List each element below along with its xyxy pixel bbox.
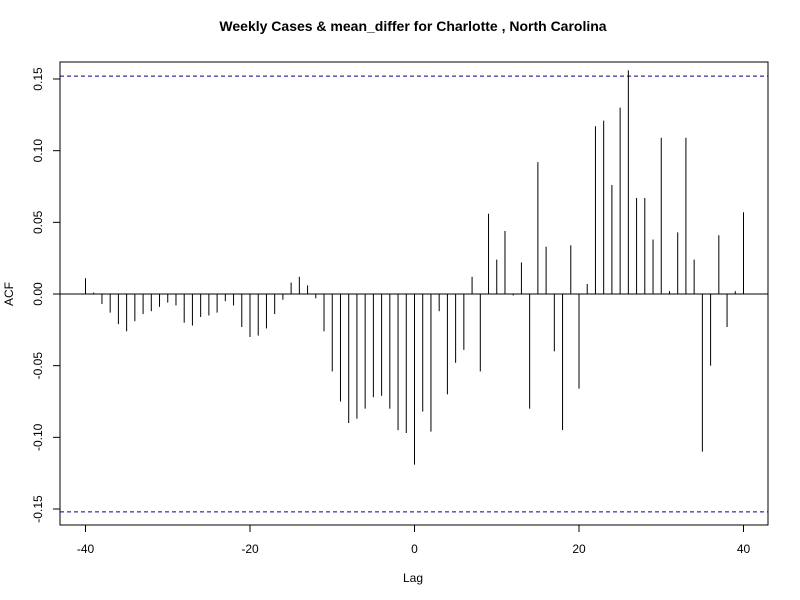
y-axis-label: ACF [2, 282, 16, 306]
y-tick-label: 0.00 [31, 282, 45, 306]
y-tick-label: -0.10 [31, 423, 45, 451]
x-tick-label: 0 [411, 542, 418, 556]
y-axis: -0.15 -0.10 -0.05 0.00 0.05 0.10 0.15 [31, 67, 60, 523]
x-tick-label: 20 [572, 542, 586, 556]
x-axis: -40 -20 0 20 40 [77, 525, 751, 556]
x-axis-label: Lag [403, 571, 423, 585]
y-tick-label: 0.15 [31, 67, 45, 91]
y-tick-label: -0.15 [31, 495, 45, 523]
y-tick-label: -0.05 [31, 352, 45, 380]
x-tick-label: -40 [77, 542, 95, 556]
x-tick-label: 40 [737, 542, 751, 556]
y-tick-label: 0.10 [31, 139, 45, 163]
confidence-bounds [60, 75, 768, 513]
acf-bars [85, 70, 744, 465]
y-tick-label: 0.05 [31, 210, 45, 234]
x-tick-label: -20 [241, 542, 259, 556]
chart-title: Weekly Cases & mean_differ for Charlotte… [219, 18, 606, 34]
